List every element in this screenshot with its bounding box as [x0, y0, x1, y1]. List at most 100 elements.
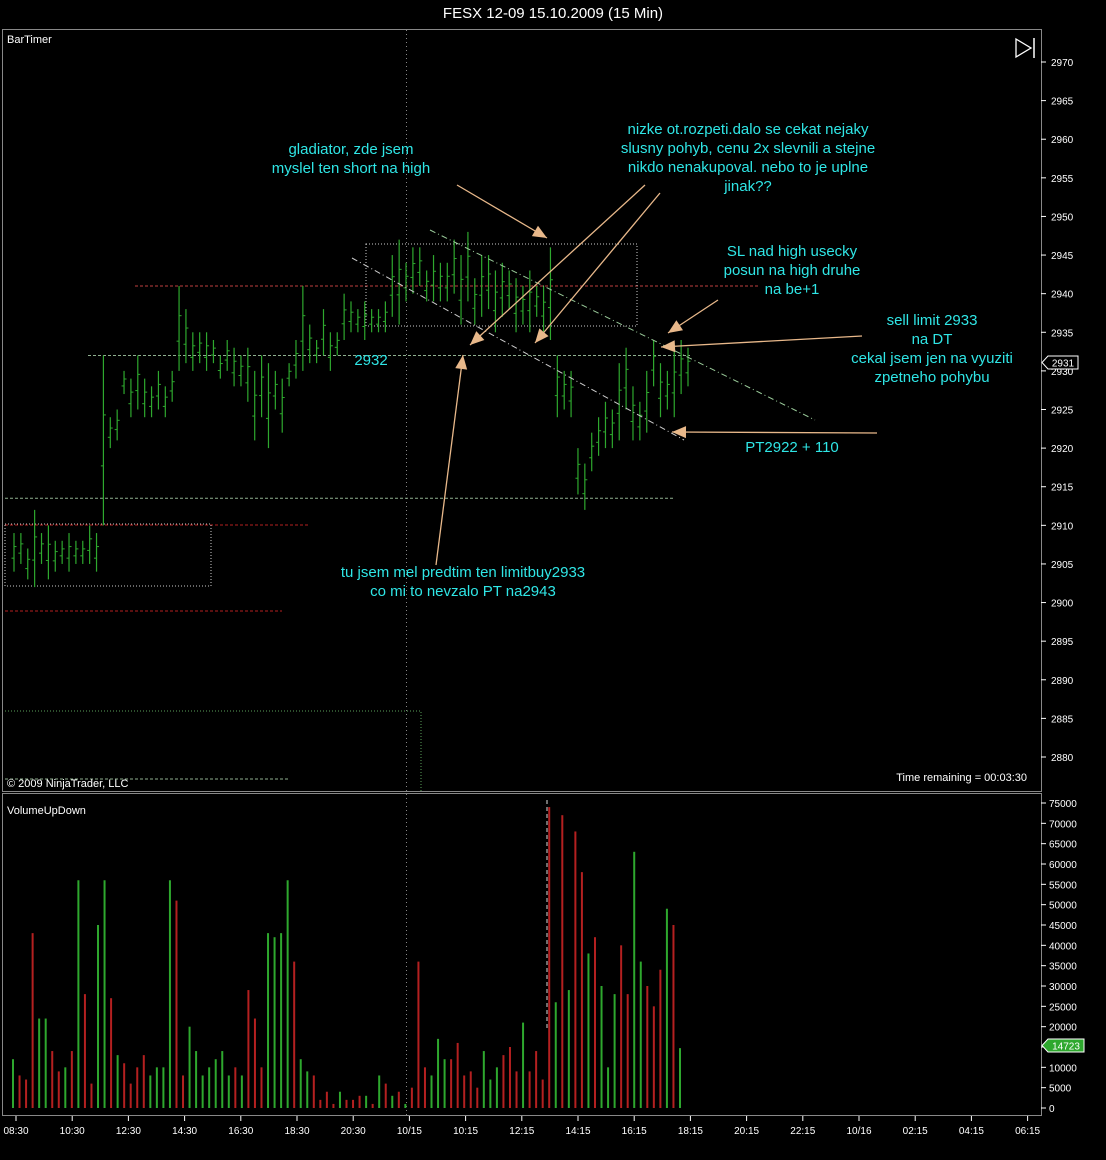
volume-bar: [149, 1075, 152, 1108]
volume-bar: [495, 1067, 498, 1108]
volume-bar: [70, 1051, 73, 1108]
volume-bar: [508, 1047, 511, 1108]
volume-bar: [312, 1075, 315, 1108]
volume-bar: [182, 1075, 185, 1108]
volume-bar: [391, 1095, 394, 1108]
volume-bar: [450, 1059, 453, 1108]
price-panel-frame: [2, 29, 1042, 792]
arrow-to-sell-limit-head: [661, 340, 676, 353]
volume-bar: [352, 1099, 355, 1108]
price-axis-label: 2935: [1051, 328, 1074, 339]
volume-bar: [221, 1051, 224, 1108]
arrow-to-high: [456, 184, 548, 239]
price-axis-label: 2900: [1051, 599, 1074, 610]
volume-bar: [652, 1006, 655, 1108]
volume-bar: [593, 937, 596, 1108]
volume-axis-label: 75000: [1049, 799, 1077, 810]
volume-bar: [397, 1091, 400, 1108]
annotation-nizke-line: nikdo nenakupoval. nebo to je uplne: [628, 159, 868, 176]
volume-bar: [423, 1067, 426, 1108]
volume-bar: [561, 815, 564, 1108]
volume-bar: [293, 961, 296, 1108]
price-axis-label: 2915: [1051, 483, 1074, 494]
volume-bar: [607, 1067, 610, 1108]
volume-axis-label: 10000: [1049, 1063, 1077, 1074]
price-axis-label: 2940: [1051, 290, 1074, 301]
current-price-value: 2931: [1052, 359, 1075, 370]
arrow-to-sell-limit: [660, 335, 863, 348]
volume-axis-label: 25000: [1049, 1002, 1077, 1013]
volume-axis-label: 65000: [1049, 840, 1077, 851]
volume-bar: [260, 1067, 263, 1108]
volume-bar: [12, 1059, 14, 1108]
volume-axis-label: 70000: [1049, 819, 1077, 830]
time-axis-label: 12:30: [116, 1126, 141, 1137]
volume-bar: [77, 880, 80, 1108]
price-axis-label: 2970: [1051, 58, 1074, 69]
price-axis-label: 2930: [1051, 367, 1074, 378]
copyright-text: © 2009 NinjaTrader, LLC: [7, 778, 128, 790]
annotation-nizke-line: slusny pohyb, cenu 2x slevnili a stejne: [621, 140, 875, 157]
annotation-sell-line: cekal jsem jen na vyuziti: [851, 350, 1013, 367]
volume-bar: [541, 1079, 544, 1108]
annotation-gladiator-line: myslel ten short na high: [272, 160, 430, 177]
volume-bar: [103, 880, 106, 1108]
volume-bar: [456, 1042, 459, 1108]
price-axis-label: 2965: [1051, 97, 1074, 108]
volume-bar: [620, 945, 623, 1108]
volume-bar: [463, 1075, 466, 1108]
volume-bar: [188, 1026, 191, 1108]
annotation-limitbuy-line: tu jsem mel predtim ten limitbuy2933: [341, 564, 585, 581]
time-axis-label: 10:30: [60, 1126, 85, 1137]
annotation-limitbuy-line: co mi to nevzalo PT na2943: [370, 583, 556, 600]
annotation-sell-line: na DT: [912, 331, 953, 348]
volume-bar: [253, 1018, 256, 1108]
price-axis-label: 2895: [1051, 637, 1074, 648]
volume-bar: [247, 990, 250, 1108]
volume-bar: [97, 925, 100, 1108]
price-axis-label: 2945: [1051, 251, 1074, 262]
time-axis-label: 06:15: [1015, 1126, 1040, 1137]
volume-bar: [162, 1067, 165, 1108]
volume-axis-label: 50000: [1049, 901, 1077, 912]
volume-bar: [580, 872, 583, 1108]
volume-bar: [365, 1095, 368, 1108]
volume-bar: [358, 1095, 361, 1108]
volume-bar: [25, 1079, 28, 1108]
volume-bar: [404, 1103, 407, 1108]
time-axis-label: 16:30: [228, 1126, 253, 1137]
time-axis-label: 14:15: [565, 1126, 590, 1137]
volume-bar: [201, 1075, 204, 1108]
volume-bar: [273, 937, 276, 1108]
price-axis-label: 2880: [1051, 753, 1074, 764]
volume-bar: [443, 1059, 446, 1108]
current-price-badge: 2931: [1041, 355, 1079, 370]
volume-bar: [142, 1055, 145, 1108]
volume-bar: [332, 1103, 335, 1108]
time-axis-label: 10:15: [453, 1126, 478, 1137]
arrow-to-pt-head: [672, 426, 687, 439]
volume-indicator-label: VolumeUpDown: [7, 805, 86, 817]
annotation-sell-line: zpetneho pohybu: [874, 369, 989, 386]
time-axis-label: 18:30: [284, 1126, 309, 1137]
volume-bar: [528, 1071, 531, 1108]
time-axis-label: 14:30: [172, 1126, 197, 1137]
price-axis-label: 2925: [1051, 406, 1074, 417]
volume-bar: [325, 1091, 328, 1108]
volume-bar: [168, 880, 171, 1108]
volume-bar: [345, 1099, 348, 1108]
arrow-to-low-right-head: [535, 328, 549, 343]
volume-axis-label: 30000: [1049, 982, 1077, 993]
volume-bar: [548, 807, 551, 1108]
time-axis-label: 10/16: [846, 1126, 871, 1137]
annotation-sell-line: sell limit 2933: [887, 312, 978, 329]
volume-bar: [175, 900, 178, 1108]
volume-bar: [319, 1099, 322, 1108]
arrow-to-low-right: [534, 192, 661, 344]
price-axis-label: 2955: [1051, 174, 1074, 185]
annotation-sl-line: na be+1: [765, 281, 820, 298]
annotation-nizke-line: nizke ot.rozpeti.dalo se cekat nejaky: [628, 121, 869, 138]
volume-bar: [613, 994, 616, 1108]
volume-bar: [384, 1083, 387, 1108]
forward-button[interactable]: [1012, 36, 1038, 60]
